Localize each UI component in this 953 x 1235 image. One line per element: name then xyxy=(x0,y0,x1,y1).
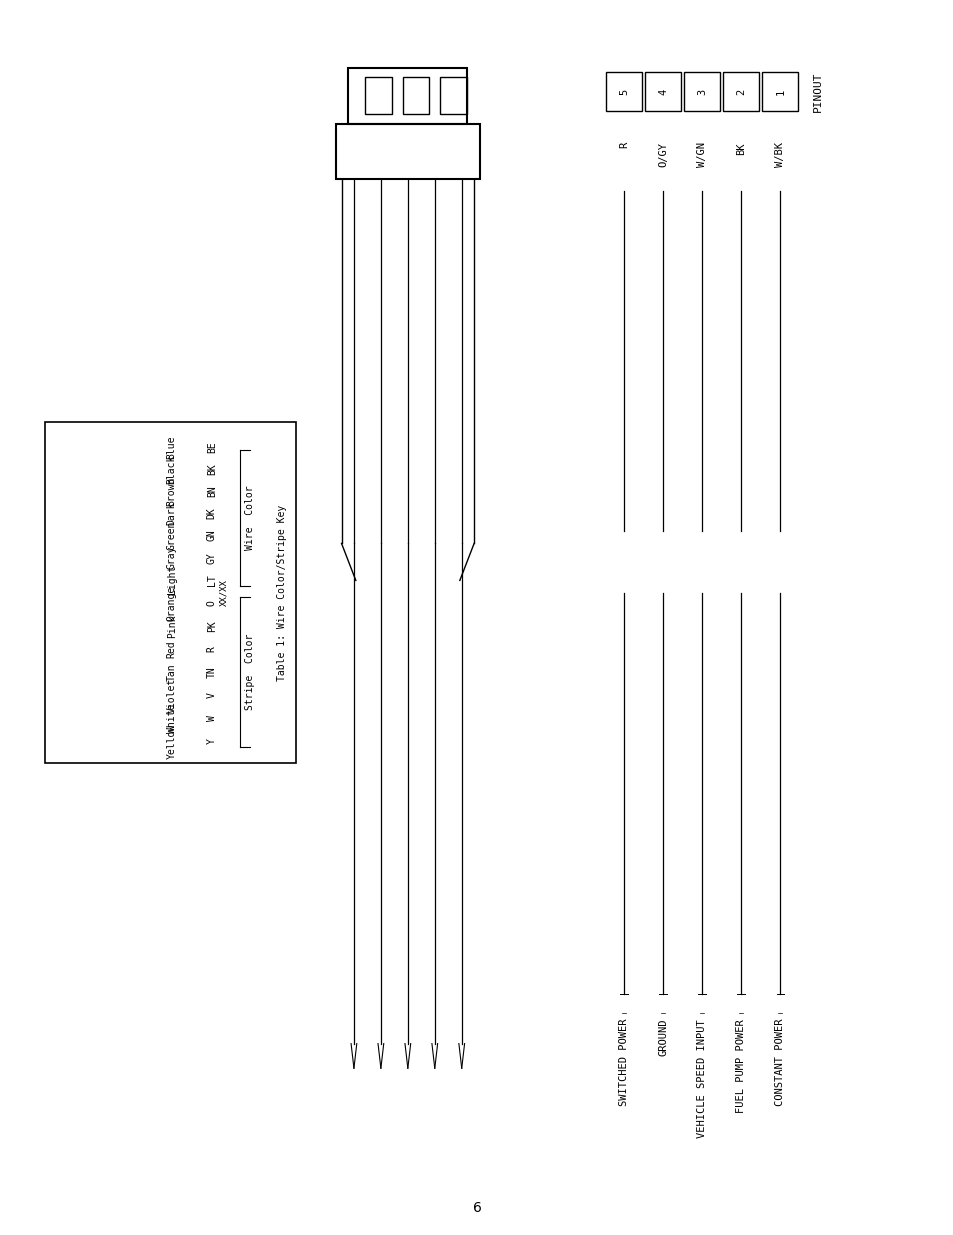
Bar xyxy=(402,77,429,114)
Text: Y: Y xyxy=(207,739,216,743)
Text: Stripe  Color: Stripe Color xyxy=(245,634,254,710)
Text: SWITCHED POWER: SWITCHED POWER xyxy=(618,1019,628,1107)
Text: 4: 4 xyxy=(658,88,667,95)
Text: 5: 5 xyxy=(618,88,628,95)
Text: PINOUT: PINOUT xyxy=(812,72,821,111)
Text: GROUND: GROUND xyxy=(658,1019,667,1056)
Text: W/BK: W/BK xyxy=(775,142,784,167)
Text: Tan: Tan xyxy=(167,663,176,680)
Text: 6: 6 xyxy=(472,1200,481,1215)
Text: 2: 2 xyxy=(736,88,745,95)
Text: 3: 3 xyxy=(697,88,706,95)
Bar xyxy=(335,124,479,179)
Text: BE: BE xyxy=(207,441,216,453)
Text: BK: BK xyxy=(736,142,745,154)
Bar xyxy=(644,72,680,111)
Text: VEHICLE SPEED INPUT: VEHICLE SPEED INPUT xyxy=(697,1019,706,1137)
Text: DK: DK xyxy=(207,508,216,519)
Text: Dark: Dark xyxy=(167,501,176,525)
Text: O: O xyxy=(207,600,216,606)
Bar xyxy=(722,72,759,111)
Text: Violet: Violet xyxy=(167,677,176,713)
Text: Orange: Orange xyxy=(167,585,176,621)
Text: Wire  Color: Wire Color xyxy=(245,485,254,550)
Text: Brown: Brown xyxy=(167,477,176,506)
Text: XX/XX: XX/XX xyxy=(219,579,229,606)
Text: White: White xyxy=(167,703,176,732)
Text: CONSTANT POWER: CONSTANT POWER xyxy=(775,1019,784,1107)
Text: LT: LT xyxy=(207,574,216,585)
Text: R: R xyxy=(207,646,216,652)
Text: R: R xyxy=(618,142,628,148)
Bar xyxy=(365,77,392,114)
Text: Light: Light xyxy=(167,566,176,594)
Text: W: W xyxy=(207,715,216,721)
Text: TN: TN xyxy=(207,666,216,678)
Text: Black: Black xyxy=(167,454,176,484)
Text: Red: Red xyxy=(167,640,176,658)
Bar xyxy=(683,72,720,111)
Text: Yellow: Yellow xyxy=(167,724,176,758)
Text: Gray: Gray xyxy=(167,546,176,569)
Text: V: V xyxy=(207,692,216,698)
Text: 1: 1 xyxy=(775,88,784,95)
Text: Green: Green xyxy=(167,521,176,551)
Text: Table 1: Wire Color/Stripe Key: Table 1: Wire Color/Stripe Key xyxy=(277,505,287,680)
Text: FUEL PUMP POWER: FUEL PUMP POWER xyxy=(736,1019,745,1113)
Bar xyxy=(348,68,467,124)
Bar xyxy=(439,77,466,114)
Text: BN: BN xyxy=(207,485,216,498)
Bar xyxy=(45,422,295,763)
Text: PK: PK xyxy=(207,620,216,632)
Text: W/GN: W/GN xyxy=(697,142,706,167)
Text: GY: GY xyxy=(207,552,216,563)
Bar xyxy=(761,72,798,111)
Text: GN: GN xyxy=(207,530,216,541)
Bar xyxy=(605,72,641,111)
Text: O/GY: O/GY xyxy=(658,142,667,167)
Text: Pink: Pink xyxy=(167,614,176,637)
Text: BK: BK xyxy=(207,463,216,475)
Text: Blue: Blue xyxy=(167,435,176,459)
